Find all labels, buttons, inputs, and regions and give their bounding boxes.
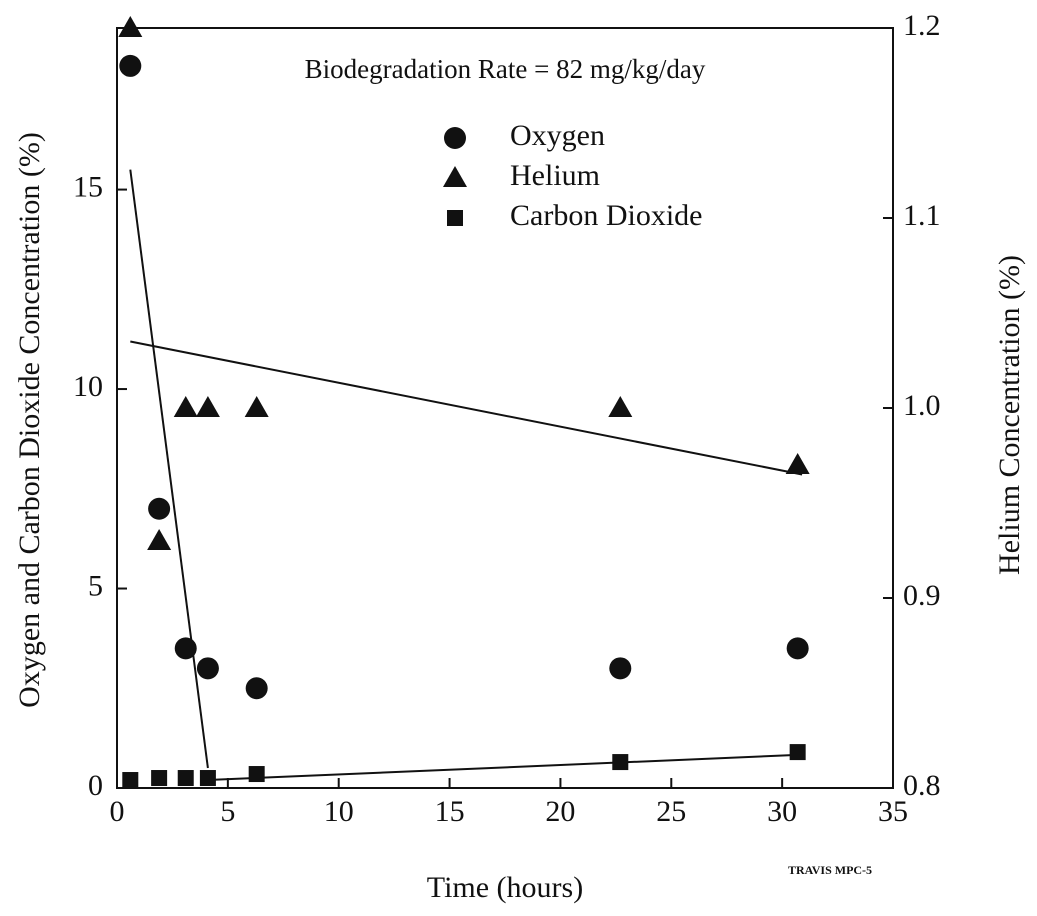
annotation: TRAVIS MPC-5 bbox=[788, 863, 872, 877]
point bbox=[148, 497, 171, 520]
point bbox=[119, 54, 142, 77]
y2-axis-title: Helium Concentration (%) bbox=[993, 255, 1026, 575]
y-axis-title: Oxygen and Carbon Dioxide Concentration … bbox=[13, 132, 46, 708]
y2-tick-label: 1.0 bbox=[903, 389, 941, 422]
x-tick-label: 30 bbox=[767, 795, 797, 828]
point bbox=[147, 529, 172, 550]
legend-marker bbox=[444, 127, 466, 149]
x-axis-title: Time (hours) bbox=[427, 871, 583, 904]
y-tick-label: 15 bbox=[73, 170, 103, 203]
y2-tick-label: 0.9 bbox=[903, 579, 941, 612]
point bbox=[608, 396, 633, 417]
y2-tick-label: 1.2 bbox=[903, 9, 941, 42]
point bbox=[196, 657, 219, 680]
point bbox=[786, 637, 809, 660]
point bbox=[118, 16, 143, 37]
fit-line bbox=[130, 340, 803, 476]
y-tick-label: 5 bbox=[88, 569, 103, 602]
legend-marker bbox=[447, 210, 463, 226]
plot-frame bbox=[116, 27, 894, 789]
point bbox=[174, 637, 197, 660]
x-tick-label: 15 bbox=[435, 795, 465, 828]
fit-line bbox=[207, 753, 798, 782]
x-tick-label: 20 bbox=[545, 795, 575, 828]
y2-tick-label: 0.8 bbox=[903, 769, 941, 802]
legend-label: Helium bbox=[510, 159, 600, 192]
x-tick-label: 5 bbox=[220, 795, 235, 828]
point bbox=[151, 770, 168, 787]
legend-marker bbox=[443, 166, 467, 187]
point bbox=[195, 396, 220, 417]
point bbox=[612, 754, 629, 771]
annotation: Biodegradation Rate = 82 mg/kg/day bbox=[305, 54, 706, 84]
x-tick-label: 25 bbox=[656, 795, 686, 828]
fit-line bbox=[129, 169, 209, 769]
legend-label: Carbon Dioxide bbox=[510, 199, 702, 232]
point bbox=[244, 396, 269, 417]
legend-label: Oxygen bbox=[510, 119, 605, 152]
y-tick-label: 0 bbox=[88, 769, 103, 802]
x-tick-label: 10 bbox=[324, 795, 354, 828]
point bbox=[789, 744, 806, 761]
y-tick-label: 10 bbox=[73, 370, 103, 403]
point bbox=[122, 772, 139, 789]
point bbox=[248, 766, 265, 783]
point bbox=[177, 770, 194, 787]
point bbox=[199, 770, 216, 787]
x-tick-label: 0 bbox=[110, 795, 125, 828]
point bbox=[173, 396, 198, 417]
y2-tick-label: 1.1 bbox=[903, 199, 941, 232]
x-tick-label: 35 bbox=[878, 795, 908, 828]
point bbox=[245, 677, 268, 700]
point bbox=[609, 657, 632, 680]
point bbox=[785, 453, 810, 474]
